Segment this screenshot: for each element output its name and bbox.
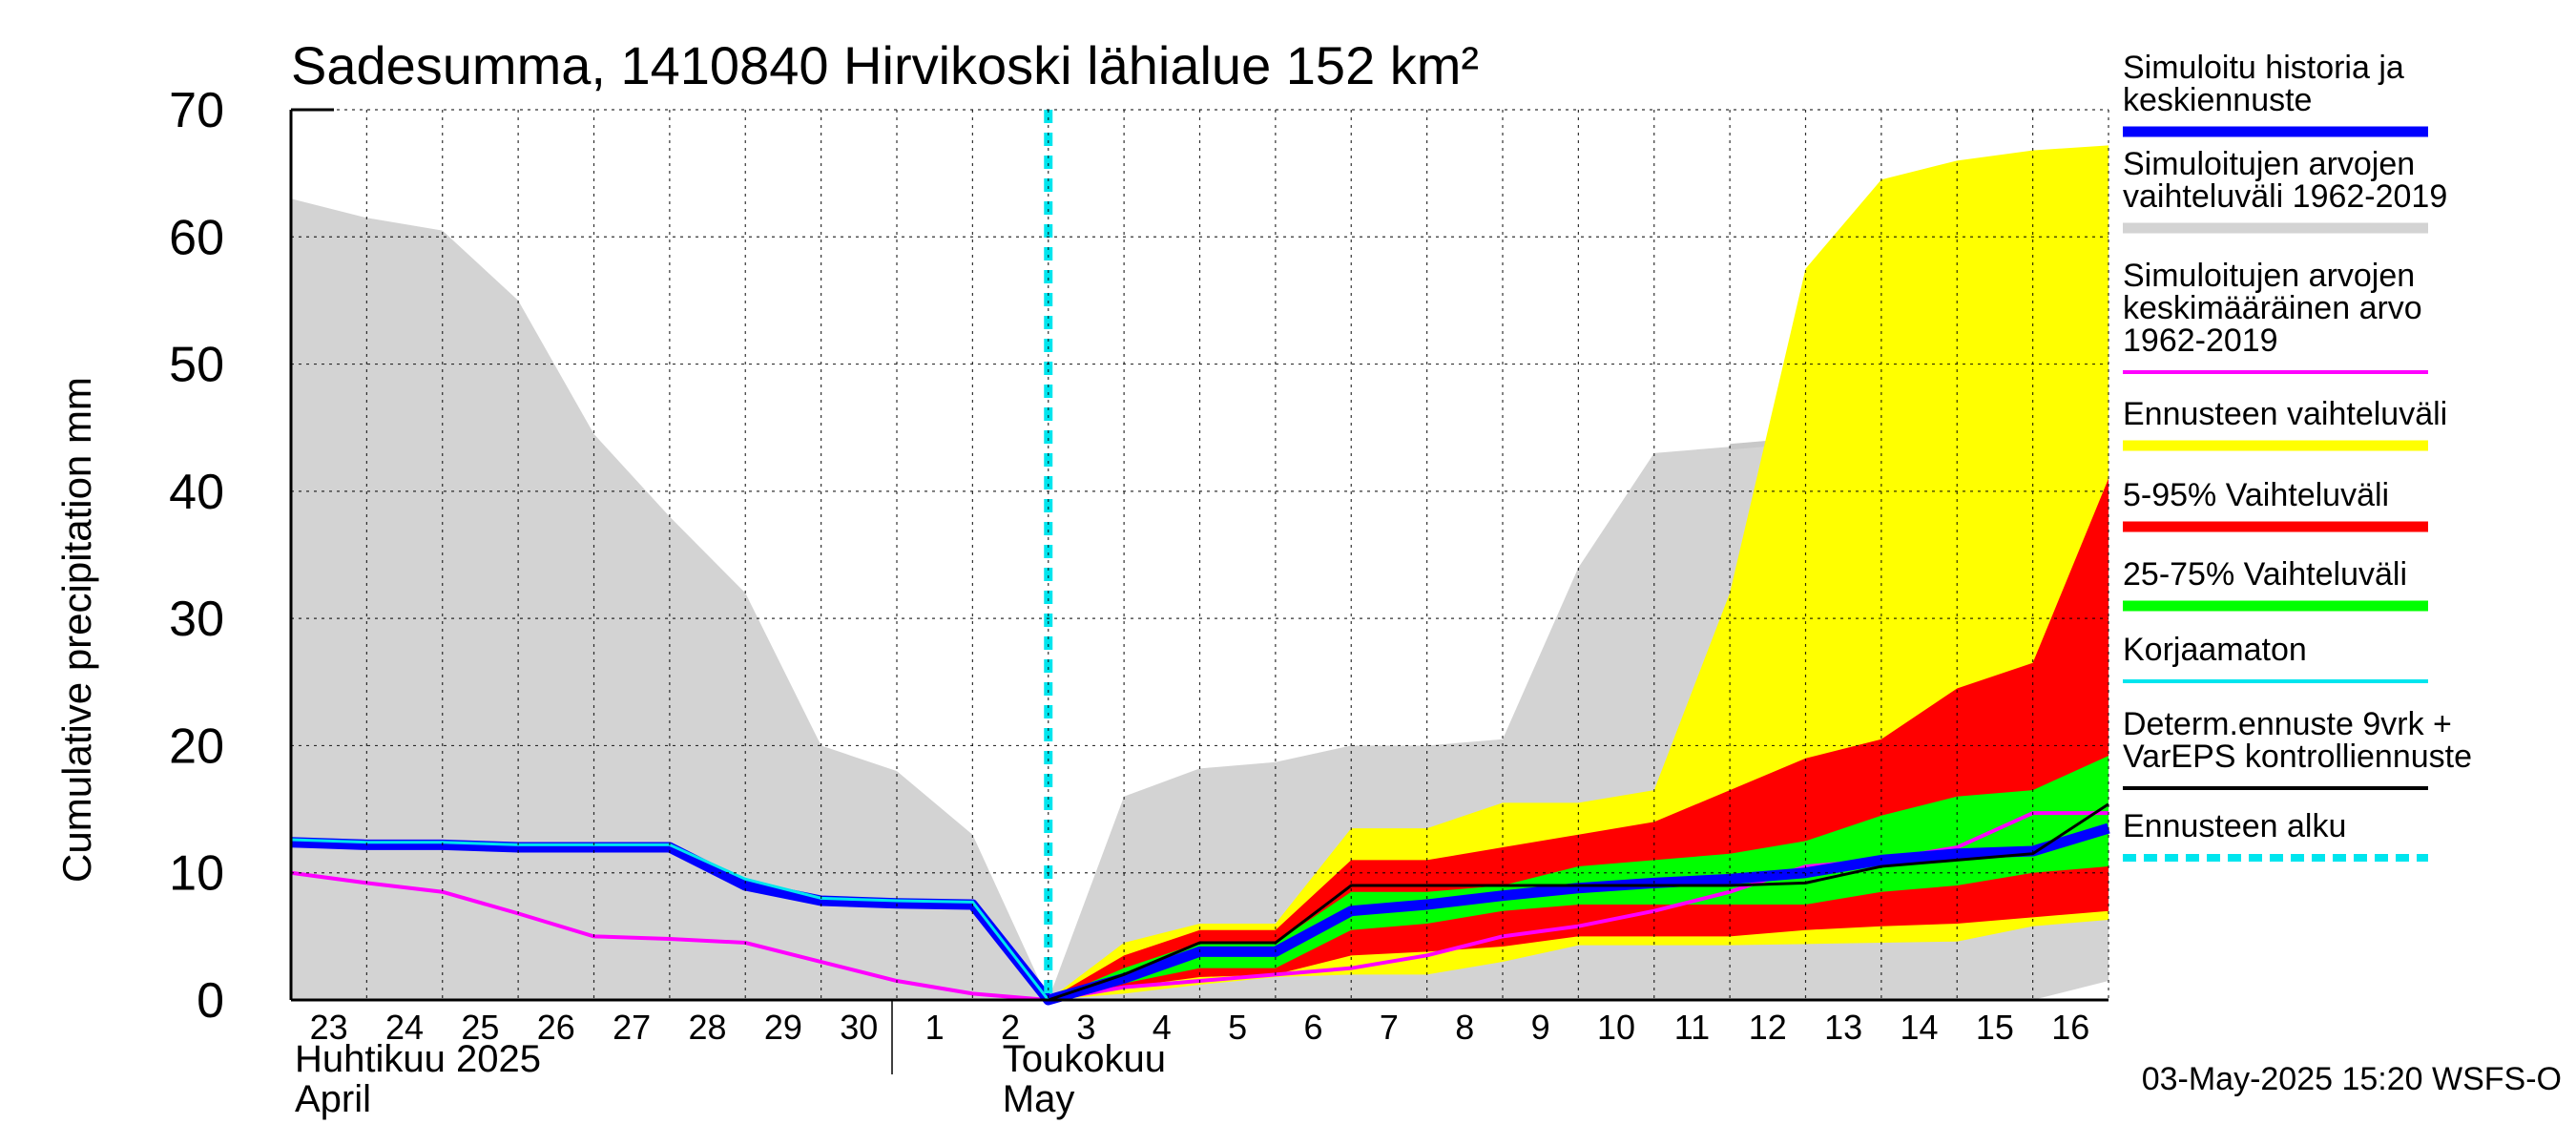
y-tick-label: 10 xyxy=(169,846,224,902)
y-tick-label: 30 xyxy=(169,592,224,647)
legend-label: Ennusteen vaihteluväli xyxy=(2123,396,2447,432)
x-tick-label: 10 xyxy=(1597,1008,1635,1047)
x-tick-label: 29 xyxy=(764,1008,802,1047)
legend-label: Simuloitu historia ja xyxy=(2123,50,2404,86)
y-tick-label: 40 xyxy=(169,465,224,520)
month-label: Toukokuu xyxy=(1003,1038,1166,1080)
x-tick-label: 11 xyxy=(1674,1008,1710,1047)
plot-area xyxy=(290,110,2110,1006)
x-tick-label: 30 xyxy=(840,1008,878,1047)
x-tick-label: 5 xyxy=(1228,1008,1247,1047)
chart-title: Sadesumma, 1410840 Hirvikoski lähialue 1… xyxy=(291,35,1479,95)
x-tick-label: 2 xyxy=(1001,1008,1020,1047)
legend-label: vaihteluväli 1962-2019 xyxy=(2123,178,2447,215)
x-tick-label: 8 xyxy=(1455,1008,1474,1047)
month-label-en: April xyxy=(295,1078,371,1120)
x-tick-label: 4 xyxy=(1153,1008,1172,1047)
legend-label: keskiennuste xyxy=(2123,82,2312,118)
month-label: Huhtikuu 2025 xyxy=(295,1038,541,1080)
x-tick-label: 16 xyxy=(2051,1008,2089,1047)
y-tick-label: 60 xyxy=(169,210,224,265)
x-tick-label: 13 xyxy=(1824,1008,1862,1047)
x-tick-label: 6 xyxy=(1304,1008,1323,1047)
y-tick-label: 50 xyxy=(169,338,224,393)
x-tick-label: 3 xyxy=(1076,1008,1095,1047)
x-tick-label: 14 xyxy=(1901,1008,1939,1047)
legend-label: 5-95% Vaihteluväli xyxy=(2123,477,2389,513)
legend-label: 25-75% Vaihteluväli xyxy=(2123,556,2407,593)
x-tick-label: 7 xyxy=(1380,1008,1399,1047)
y-tick-label: 0 xyxy=(197,973,224,1029)
legend-label: 1962-2019 xyxy=(2123,323,2278,359)
legend-label: Simuloitujen arvojen xyxy=(2123,146,2415,182)
x-tick-label: 25 xyxy=(461,1008,499,1047)
y-tick-label: 70 xyxy=(169,83,224,138)
legend-label: Determ.ennuste 9vrk + xyxy=(2123,706,2452,742)
line-deterministic xyxy=(1048,802,2109,1002)
y-tick-label: 20 xyxy=(169,718,224,774)
x-tick-label: 12 xyxy=(1749,1008,1787,1047)
band-25-75 xyxy=(1048,756,2109,1000)
x-tick-label: 1 xyxy=(925,1008,945,1047)
x-tick-label: 27 xyxy=(613,1008,651,1047)
footer-timestamp: 03-May-2025 15:20 WSFS-O xyxy=(2142,1061,2562,1097)
y-axis-title: Cumulative precipitation mm xyxy=(54,377,99,883)
x-tick-label: 26 xyxy=(537,1008,575,1047)
x-tick-label: 24 xyxy=(385,1008,424,1047)
legend-label: Ennusteen alku xyxy=(2123,808,2346,844)
x-tick-label: 9 xyxy=(1531,1008,1550,1047)
legend-label: Korjaamaton xyxy=(2123,632,2307,668)
legend-label: VarEPS kontrolliennuste xyxy=(2123,739,2472,775)
legend-label: Simuloitujen arvojen xyxy=(2123,258,2415,294)
legend-label: keskimääräinen arvo xyxy=(2123,290,2422,326)
x-tick-label: 23 xyxy=(310,1008,348,1047)
x-tick-label: 15 xyxy=(1976,1008,2014,1047)
month-label-en: May xyxy=(1003,1078,1075,1120)
x-tick-label: 28 xyxy=(689,1008,727,1047)
